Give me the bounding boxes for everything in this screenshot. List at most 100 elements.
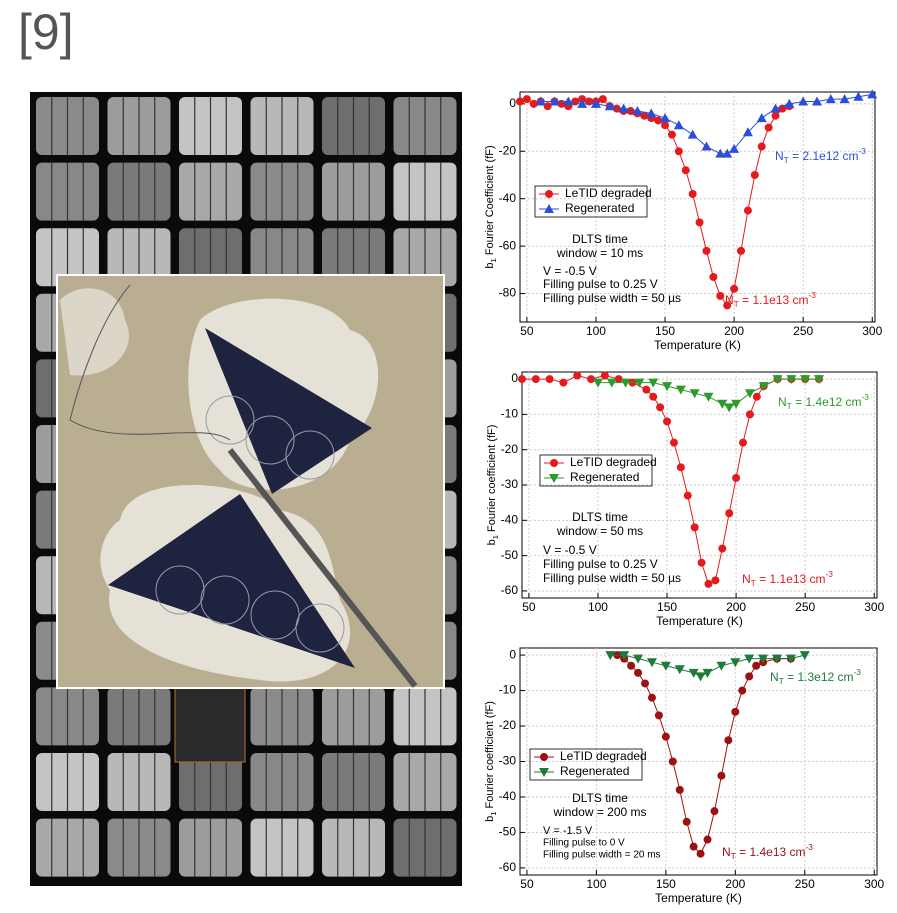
data-point — [732, 474, 740, 482]
data-point — [601, 372, 609, 380]
x-axis-label: Temperature (K) — [654, 338, 741, 352]
cell — [108, 163, 171, 221]
data-point — [744, 207, 752, 215]
annotation-part: = 1.1e13 cm — [739, 293, 809, 307]
data-point — [668, 131, 676, 139]
data-point — [559, 379, 567, 387]
cell — [36, 97, 99, 155]
cell — [251, 163, 314, 221]
data-point — [751, 171, 759, 179]
data-point — [669, 758, 677, 766]
cell — [36, 687, 99, 745]
slide-label: [9] — [18, 4, 74, 60]
data-point — [676, 786, 684, 794]
legend-marker — [540, 753, 548, 761]
data-point — [697, 850, 705, 858]
data-point — [758, 143, 766, 151]
cell — [251, 97, 314, 155]
note: DLTS time — [572, 232, 628, 246]
data-point — [634, 669, 642, 677]
data-point — [718, 545, 726, 553]
legend-label: LeTID degraded — [560, 749, 647, 763]
chart: 501001502002503000-10-20-30-40-50-60Temp… — [486, 371, 885, 628]
legend-label: Regenerated — [570, 470, 639, 484]
y-tick-label: -60 — [499, 860, 517, 874]
y-tick-label: -40 — [499, 191, 517, 205]
legend-marker — [545, 190, 553, 198]
cell — [108, 819, 171, 877]
data-point — [649, 393, 657, 401]
dark-cell — [175, 688, 245, 762]
note: V = -0.5 V — [543, 264, 597, 278]
cell — [179, 97, 242, 155]
data-point — [730, 285, 738, 293]
y-tick-label: 0 — [509, 647, 516, 661]
y-tick-label: -40 — [501, 512, 519, 526]
y-axis-label: b1 Fourier coefficient (fF) — [486, 425, 500, 546]
note: window = 10 ms — [556, 246, 643, 260]
annotation-part: -3 — [859, 146, 867, 156]
cell — [36, 819, 99, 877]
cell — [108, 687, 171, 745]
x-tick-label: 300 — [864, 877, 884, 891]
x-tick-label: 250 — [795, 600, 815, 614]
annotation-part: N — [770, 670, 779, 684]
data-point — [717, 772, 725, 780]
data-point — [654, 116, 662, 124]
x-tick-label: 100 — [586, 324, 606, 338]
data-point — [691, 523, 699, 531]
annotation-part: N — [725, 293, 734, 307]
note: Filling pulse width = 50 µs — [543, 571, 681, 585]
data-point — [709, 273, 717, 281]
data-point — [599, 95, 607, 103]
data-point — [698, 559, 706, 567]
legend-label: LeTID degraded — [570, 455, 657, 469]
y-tick-label: -60 — [499, 238, 517, 252]
data-point — [532, 375, 540, 383]
annotation-part: = 2.1e12 cm — [789, 149, 859, 163]
data-point — [627, 662, 635, 670]
data-point — [690, 843, 698, 851]
cell — [322, 97, 385, 155]
y-tick-label: -10 — [499, 683, 517, 697]
x-tick-label: 50 — [522, 600, 536, 614]
note: V = -0.5 V — [543, 543, 597, 557]
data-point — [544, 102, 552, 110]
y-tick-label: -80 — [499, 286, 517, 300]
x-tick-label: 250 — [795, 877, 815, 891]
note: V = -1.5 V — [543, 825, 593, 837]
data-point — [704, 580, 712, 588]
annotation-part: Fourier coefficient (fF) — [486, 425, 498, 535]
x-tick-label: 300 — [864, 600, 884, 614]
x-axis-label: Temperature (K) — [656, 614, 743, 628]
series-annotation: NT = 2.1e12 cm-3 — [775, 146, 866, 165]
cell — [394, 753, 457, 811]
annotation-part: -3 — [826, 569, 834, 579]
data-point — [765, 124, 773, 132]
note: DLTS time — [572, 791, 628, 805]
data-point — [662, 733, 670, 741]
annotation-part: N — [742, 572, 751, 586]
data-point — [641, 679, 649, 687]
cell — [251, 687, 314, 745]
note: Filling pulse to 0.25 V — [543, 277, 658, 291]
annotation-part: Fourier coefficient (fF) — [484, 701, 496, 811]
data-point — [752, 662, 760, 670]
x-tick-label: 300 — [862, 324, 882, 338]
cell — [394, 97, 457, 155]
annotation-part: N — [778, 395, 787, 409]
y-axis-label: b1 Fourier coefficient (fF) — [484, 701, 498, 822]
data-point — [530, 100, 538, 108]
x-tick-label: 100 — [588, 600, 608, 614]
series-annotation: NT = 1.1e13 cm-3 — [725, 290, 816, 309]
annotation-part: N — [722, 845, 731, 859]
data-point — [689, 190, 697, 198]
annotation-part: = 1.4e13 cm — [736, 845, 806, 859]
cell — [251, 819, 314, 877]
data-point — [655, 711, 663, 719]
data-point — [642, 386, 650, 394]
note: window = 200 ms — [552, 805, 646, 819]
x-tick-label: 150 — [655, 324, 675, 338]
data-point — [696, 218, 704, 226]
note: Filling pulse to 0 V — [543, 838, 625, 849]
